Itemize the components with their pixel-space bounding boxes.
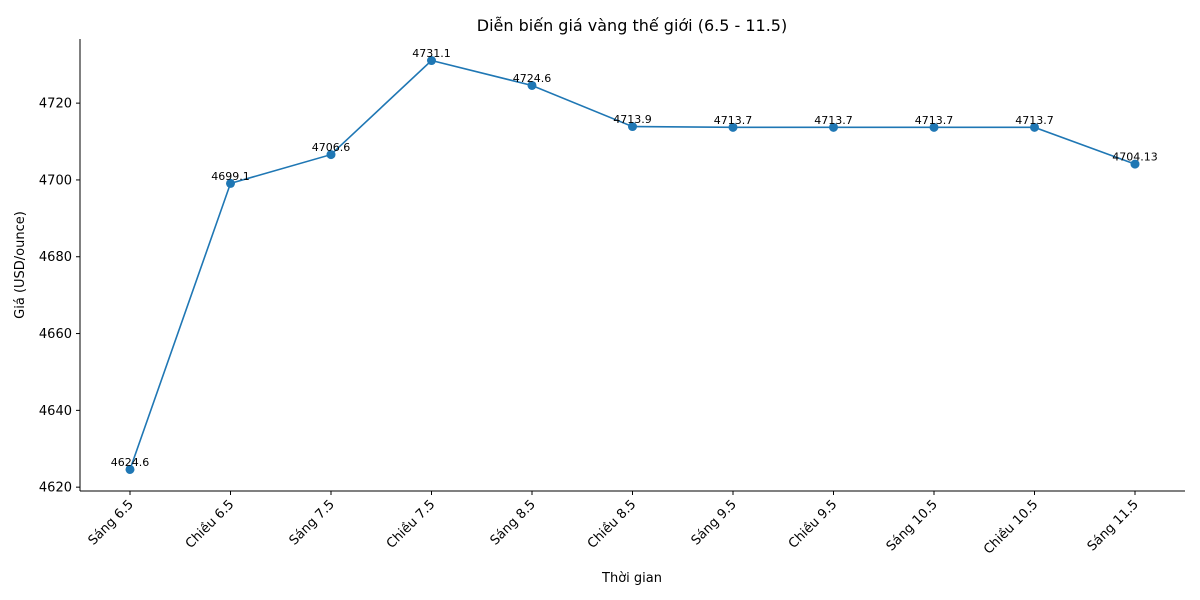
- x-tick-label: Sáng 10.5: [884, 497, 941, 554]
- data-label: 4713.7: [1015, 114, 1054, 127]
- data-label: 4699.1: [211, 170, 250, 183]
- x-tick-label: Chiều 9.5: [786, 497, 840, 551]
- x-tick-label: Chiều 6.5: [183, 497, 237, 551]
- data-point: [829, 122, 838, 132]
- data-label: 4713.7: [915, 114, 954, 127]
- data-label: 4724.6: [513, 72, 552, 85]
- data-point: [1130, 159, 1140, 169]
- series-group: 4624.6 4699.1 4706.6 4731.1 4724.6 4713.9 4713…: [111, 47, 1158, 474]
- data-label: 4731.1: [412, 47, 451, 60]
- x-tick-label: Sáng 7.5: [287, 497, 338, 548]
- data-point: [728, 122, 738, 132]
- data-label: 4713.7: [814, 114, 853, 127]
- x-tick-label: Sáng 9.5: [689, 497, 740, 548]
- chart-title: Diễn biến giá vàng thế giới (6.5 - 11.5): [477, 16, 787, 35]
- data-label: 4624.6: [111, 456, 150, 469]
- data-label: 4713.7: [714, 114, 753, 127]
- x-axis-label: Thời gian: [601, 571, 662, 586]
- data-point: [427, 56, 436, 66]
- y-tick-label: 4620: [39, 481, 72, 496]
- y-tick-label: 4700: [39, 173, 72, 188]
- y-tick-label: 4680: [39, 250, 72, 265]
- data-point: [929, 122, 939, 132]
- y-tick-label: 4720: [39, 97, 72, 112]
- axes: 4620 4640 4660 4680 4700 4720 Sáng 6.5 Chiều 6.…: [39, 39, 1185, 558]
- x-tick-label: Chiều 7.5: [384, 497, 438, 551]
- data-point: [527, 80, 537, 90]
- data-point: [226, 178, 235, 188]
- x-tick-label: Sáng 6.5: [86, 497, 137, 548]
- x-tick-label: Chiều 10.5: [981, 497, 1041, 557]
- data-label: 4713.9: [613, 113, 652, 126]
- data-label: 4704.13: [1112, 151, 1158, 164]
- data-label: 4706.6: [312, 141, 351, 154]
- x-tick-label: Sáng 8.5: [488, 497, 539, 548]
- x-tick-label: Chiều 8.5: [585, 497, 639, 551]
- y-tick-label: 4660: [39, 327, 72, 342]
- data-point: [628, 122, 637, 132]
- data-point: [326, 150, 336, 160]
- x-tick-label: Sáng 11.5: [1085, 497, 1142, 554]
- data-point: [1030, 122, 1039, 132]
- y-axis-label: Giá (USD/ounce): [13, 211, 28, 319]
- y-tick-label: 4640: [39, 404, 72, 419]
- data-point: [125, 464, 135, 474]
